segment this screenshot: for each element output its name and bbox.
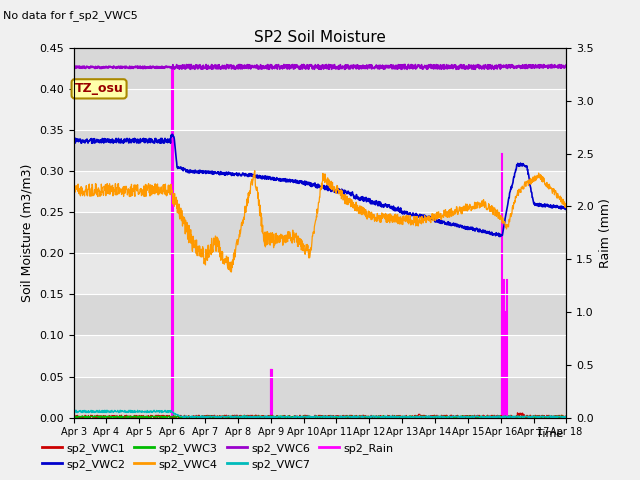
Y-axis label: Soil Moisture (m3/m3): Soil Moisture (m3/m3): [20, 164, 33, 302]
Text: Time: Time: [536, 429, 563, 439]
Text: TZ_osu: TZ_osu: [75, 83, 124, 96]
Bar: [74, 294, 566, 336]
Bar: [74, 376, 566, 418]
Bar: [74, 48, 566, 89]
Title: SP2 Soil Moisture: SP2 Soil Moisture: [254, 30, 386, 46]
Bar: [74, 212, 566, 253]
Text: No data for f_sp2_VWC5: No data for f_sp2_VWC5: [3, 10, 138, 21]
Y-axis label: Raim (mm): Raim (mm): [600, 198, 612, 268]
Bar: [74, 130, 566, 171]
Legend: sp2_VWC1, sp2_VWC2, sp2_VWC3, sp2_VWC4, sp2_VWC6, sp2_VWC7, sp2_Rain: sp2_VWC1, sp2_VWC2, sp2_VWC3, sp2_VWC4, …: [38, 438, 398, 474]
